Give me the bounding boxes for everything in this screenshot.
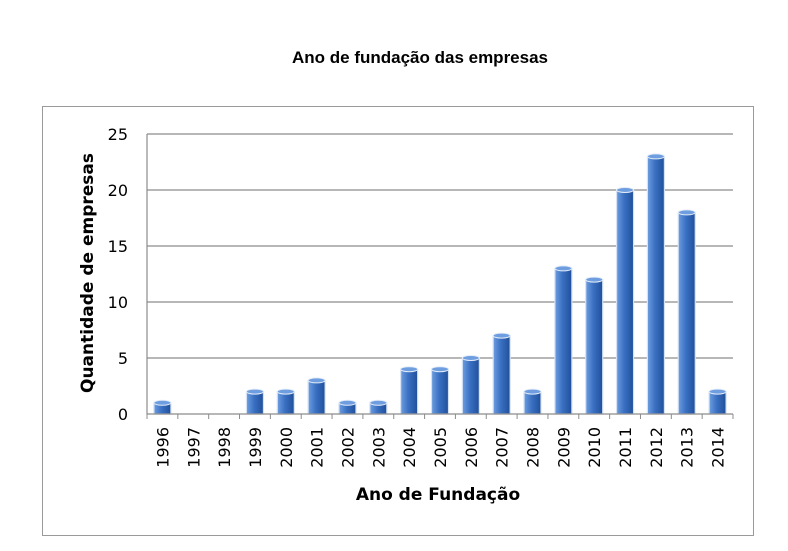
x-tick-label-1996: 1996 — [153, 427, 172, 468]
x-tick-label-1999: 1999 — [246, 427, 265, 468]
bar-top-2004 — [400, 366, 419, 373]
y-tick-label-10: 10 — [108, 293, 128, 312]
bar-2007 — [492, 335, 511, 415]
bar-2000 — [276, 391, 295, 415]
bar-2006 — [461, 357, 480, 415]
bar-1999 — [245, 391, 265, 415]
bar-top-2008 — [523, 388, 542, 395]
x-tick-label-2012: 2012 — [647, 427, 666, 468]
bar-2001 — [307, 379, 326, 415]
x-tick-label-2009: 2009 — [554, 427, 573, 468]
bar-top-2012 — [646, 153, 665, 160]
x-tick-label-2004: 2004 — [400, 427, 419, 468]
bars — [153, 153, 727, 415]
bar-top-1999 — [245, 388, 264, 395]
y-tick-labels: 0 5 10 15 20 25 — [108, 125, 128, 424]
x-tick-label-2008: 2008 — [524, 427, 543, 468]
bar-top-2013 — [677, 209, 696, 216]
bar-2012 — [646, 155, 665, 415]
y-tick-label-0: 0 — [118, 405, 128, 424]
bar-top-2003 — [369, 399, 388, 406]
bar-2009 — [554, 267, 573, 415]
x-tick-label-2002: 2002 — [338, 427, 357, 468]
x-tick-label-1998: 1998 — [215, 427, 234, 468]
y-tick-label-15: 15 — [108, 237, 128, 256]
bar-2008 — [523, 391, 542, 415]
x-tick-label-2014: 2014 — [709, 427, 728, 468]
x-tick-label-2003: 2003 — [369, 427, 388, 468]
bar-top-2014 — [708, 388, 727, 395]
x-tick-label-2006: 2006 — [462, 427, 481, 468]
bar-top-2002 — [338, 399, 357, 406]
x-tick-label-2010: 2010 — [585, 427, 604, 468]
y-tick-label-5: 5 — [118, 349, 128, 368]
bar-top-1996 — [153, 399, 172, 406]
bar-top-2000 — [276, 388, 295, 395]
x-tick-label-2011: 2011 — [616, 427, 635, 468]
x-tick-labels: 1996 1997 1998 1999 2000 2001 2002 2003 2004 2005… — [153, 427, 727, 468]
x-tick-label-2007: 2007 — [493, 427, 512, 468]
bar-2010 — [585, 279, 604, 415]
bar-2013 — [677, 211, 696, 415]
bar-top-2006 — [461, 355, 480, 361]
x-tick-label-2005: 2005 — [431, 427, 450, 468]
x-tick-label-1997: 1997 — [184, 427, 203, 468]
bar-2011 — [615, 189, 635, 415]
bar-2014 — [708, 391, 727, 415]
bar-top-2009 — [554, 265, 573, 272]
gridlines — [147, 133, 733, 359]
axes — [146, 134, 734, 419]
bar-top-2011 — [616, 187, 635, 193]
bar-2004 — [400, 368, 419, 415]
y-tick-label-25: 25 — [108, 125, 128, 144]
bar-top-2005 — [431, 366, 449, 373]
x-tick-label-2000: 2000 — [277, 427, 296, 468]
y-axis-label: Quantidade de empresas — [78, 153, 98, 393]
bar-top-2001 — [307, 377, 326, 384]
x-tick-label-2013: 2013 — [678, 427, 697, 468]
x-axis-label: Ano de Fundação — [356, 485, 520, 505]
y-tick-label-20: 20 — [108, 181, 128, 200]
page-title: Ano de fundação das empresas — [291, 48, 549, 67]
x-tick-label-2001: 2001 — [308, 427, 327, 468]
chart-frame — [42, 106, 754, 536]
bar-top-2010 — [585, 276, 604, 283]
bar-2005 — [430, 368, 450, 415]
bar-top-2007 — [492, 332, 511, 339]
